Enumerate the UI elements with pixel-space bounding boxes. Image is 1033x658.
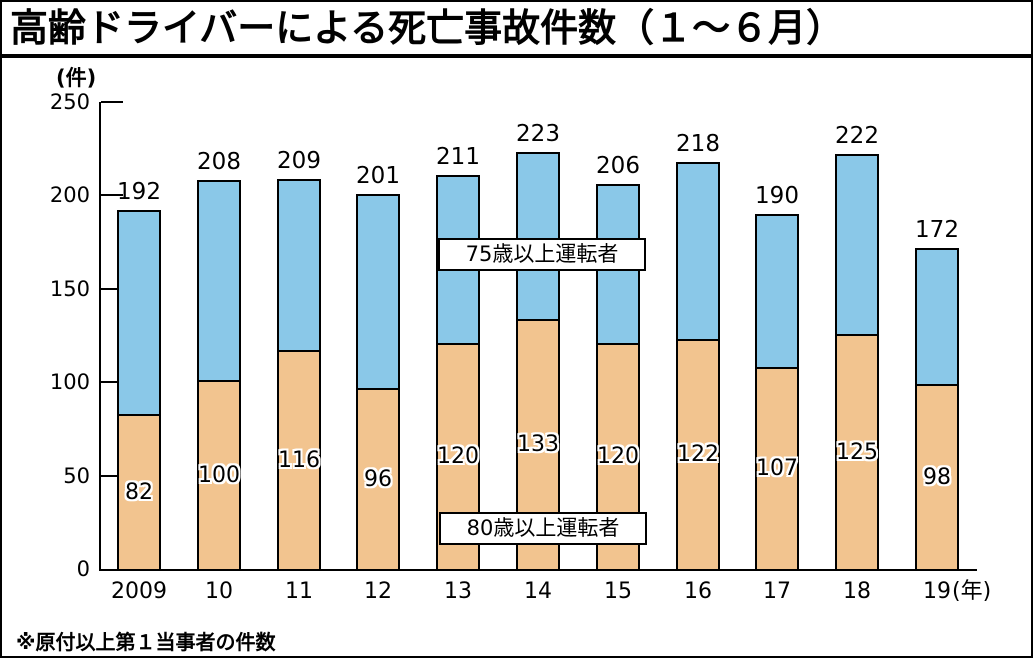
y-tick bbox=[101, 101, 123, 103]
bar-total-label: 211 bbox=[436, 144, 480, 170]
bar-segment-75plus bbox=[917, 250, 957, 386]
bar-group-16 bbox=[676, 162, 720, 571]
x-tick-label: 18 bbox=[843, 579, 871, 604]
bar-segment-75plus bbox=[358, 196, 398, 390]
bar-total-label: 223 bbox=[516, 121, 560, 147]
bar-group-17 bbox=[755, 214, 799, 571]
bar-group-18 bbox=[835, 154, 879, 571]
y-tick bbox=[101, 194, 123, 196]
bar-value-label-80plus: 133 bbox=[517, 432, 559, 457]
bar-value-label-80plus: 96 bbox=[364, 467, 392, 492]
bar-segment-75plus bbox=[279, 181, 319, 352]
bar-value-label-80plus: 120 bbox=[597, 444, 639, 469]
bar-group-10 bbox=[197, 180, 241, 571]
title-divider bbox=[2, 54, 1031, 58]
bar-group-14 bbox=[516, 152, 560, 571]
bar-total-label: 190 bbox=[755, 183, 799, 209]
y-tick-label: 0 bbox=[76, 557, 90, 581]
bar-total-label: 208 bbox=[197, 149, 241, 175]
bar-group-11 bbox=[277, 179, 321, 571]
x-tick-label: 11 bbox=[285, 579, 313, 604]
bar-value-label-80plus: 116 bbox=[278, 448, 320, 473]
y-tick bbox=[101, 288, 123, 290]
bar-total-label: 209 bbox=[277, 148, 321, 174]
bar-group-12 bbox=[356, 194, 400, 571]
x-tick-label: 2009 bbox=[111, 579, 167, 604]
bar-total-label: 192 bbox=[117, 179, 161, 205]
bar-segment-75plus bbox=[119, 212, 159, 416]
x-tick-label: 17 bbox=[763, 579, 791, 604]
bar-total-label: 218 bbox=[676, 131, 720, 157]
chart-title: 高齢ドライバーによる死亡事故件数（１～６月） bbox=[10, 6, 845, 50]
x-tick-label: 10 bbox=[205, 579, 233, 604]
legend-80plus-label: 80歳以上運転者 bbox=[439, 512, 647, 545]
y-tick-label: 200 bbox=[49, 183, 90, 207]
bar-total-label: 201 bbox=[356, 163, 400, 189]
bar-segment-75plus bbox=[678, 164, 718, 341]
y-tick-label: 250 bbox=[49, 90, 90, 114]
bar-segment-75plus bbox=[199, 182, 239, 382]
x-tick-label: 12 bbox=[364, 579, 392, 604]
bar-segment-75plus bbox=[837, 156, 877, 336]
x-tick-label: 14 bbox=[524, 579, 552, 604]
footnote: ※原付以上第１当事者の件数 bbox=[16, 630, 276, 654]
y-axis-line bbox=[99, 102, 101, 571]
bar-total-label: 222 bbox=[835, 123, 879, 149]
y-tick-label: 50 bbox=[63, 464, 90, 488]
y-axis-unit: (件) bbox=[56, 66, 97, 90]
bar-value-label-80plus: 98 bbox=[923, 465, 951, 490]
x-tick-label: 16 bbox=[684, 579, 712, 604]
bar-value-label-80plus: 125 bbox=[836, 440, 878, 465]
bar-value-label-80plus: 120 bbox=[437, 444, 479, 469]
bar-group-19 bbox=[915, 248, 959, 571]
bar-value-label-80plus: 100 bbox=[198, 463, 240, 488]
x-tick-label: 15 bbox=[604, 579, 632, 604]
y-tick-label: 150 bbox=[49, 277, 90, 301]
bar-segment-75plus bbox=[757, 216, 797, 369]
x-axis-unit: (年) bbox=[952, 579, 992, 604]
y-tick-label: 100 bbox=[49, 370, 90, 394]
bar-group-2009 bbox=[117, 210, 161, 571]
bar-value-label-80plus: 122 bbox=[677, 442, 719, 467]
x-tick-label: 13 bbox=[444, 579, 472, 604]
bar-total-label: 206 bbox=[596, 153, 640, 179]
y-tick bbox=[101, 381, 123, 383]
x-tick-label: 19 bbox=[923, 579, 951, 604]
bar-segment-75plus bbox=[518, 154, 558, 321]
bar-value-label-80plus: 107 bbox=[756, 456, 798, 481]
bar-value-label-80plus: 82 bbox=[125, 480, 153, 505]
bar-total-label: 172 bbox=[915, 217, 959, 243]
legend-75plus-label: 75歳以上運転者 bbox=[438, 238, 646, 271]
y-tick bbox=[101, 475, 123, 477]
